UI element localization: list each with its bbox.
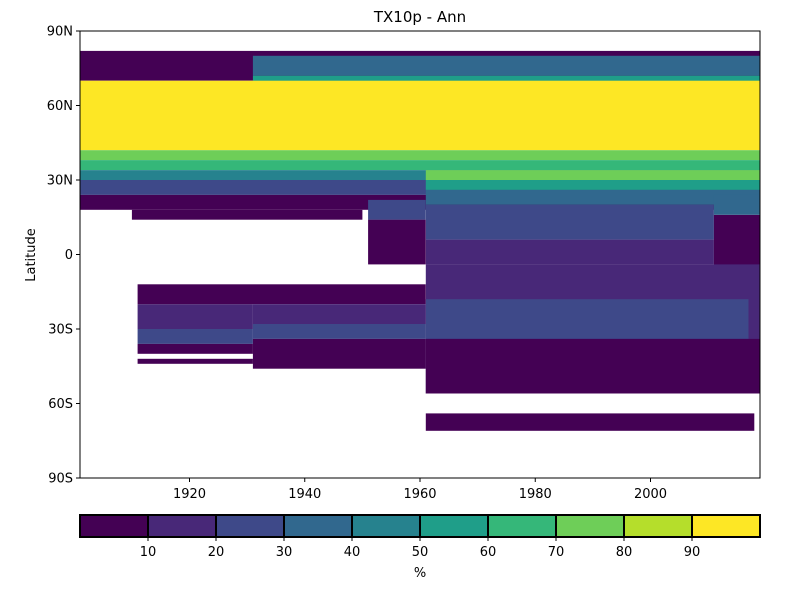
heatmap-cell [80,80,760,151]
colorbar: 10 20 30 40 50 60 70 80 90 [79,514,761,560]
colorbar-swatch [691,514,761,538]
colorbar-tick-label: 90 [684,545,701,560]
chart-title: TX10p - Ann [373,8,466,26]
heatmap-cell [80,150,760,161]
x-tick-label: 1940 [288,487,321,502]
heatmap-cell [137,343,253,354]
heatmap-cell [425,338,760,394]
heatmap-cell [425,170,760,180]
colorbar-tick-label: 30 [276,545,293,560]
colorbar-swatch [487,514,557,538]
heatmap-cell [252,324,426,339]
x-tick-label: 2000 [634,487,667,502]
colorbar-swatch [147,514,217,538]
y-tick-label: 30S [48,323,73,338]
heatmap-cell [137,329,253,344]
colorbar-swatch [555,514,625,538]
heatmap-cell [368,219,426,265]
heatmap-cell [80,160,760,170]
colorbar-swatch [623,514,693,538]
heatmap-cell [252,55,760,76]
colorbar-swatch [351,514,421,538]
colorbar-swatch [79,514,149,538]
heatmap-cell [137,304,253,329]
heatmap-cell [713,194,760,215]
x-axis: 1920 1940 1960 1980 2000 [173,478,667,502]
x-tick-label: 1960 [403,487,436,502]
colorbar-tick-label: 20 [208,545,225,560]
y-tick-label: 60S [48,397,73,412]
y-tick-label: 60N [47,99,73,114]
y-tick-label: 0 [65,248,73,263]
y-axis-label: Latitude [24,228,39,282]
colorbar-swatch [215,514,285,538]
heatmap-cell [425,239,714,265]
colorbar-tick-label: 50 [412,545,429,560]
heatmap-cell [137,358,253,364]
colorbar-swatch [419,514,489,538]
heatmap-cell [425,189,760,205]
colorbar-tick-label: 60 [480,545,497,560]
heatmap-cell [80,170,760,180]
colorbar-tick-label: 40 [344,545,361,560]
y-axis: 90N 60N 30N 0 30S 60S 90S [47,25,80,487]
heatmap-cells [80,50,760,431]
heatmap-cell [425,180,760,190]
colorbar-tick-label: 80 [616,545,633,560]
colorbar-tick-label: 10 [140,545,157,560]
heatmap-cell [252,75,760,86]
heatmap-cell [425,413,755,431]
heatmap-cell [713,214,760,265]
heatmap-cell [368,199,426,220]
y-tick-label: 30N [47,174,73,189]
colorbar-label: % [414,566,426,581]
x-tick-label: 1980 [519,487,552,502]
heatmap-cell [425,204,714,240]
heatmap-cell [131,209,363,220]
y-tick-label: 90N [47,25,73,40]
heatmap-cell [252,304,426,325]
colorbar-swatch [283,514,353,538]
colorbar-tick-label: 70 [548,545,565,560]
heatmap-cell [252,338,426,369]
x-tick-label: 1920 [173,487,206,502]
heatmap-cell [137,284,426,305]
y-tick-label: 90S [48,472,73,487]
heatmap-cell [425,299,749,339]
